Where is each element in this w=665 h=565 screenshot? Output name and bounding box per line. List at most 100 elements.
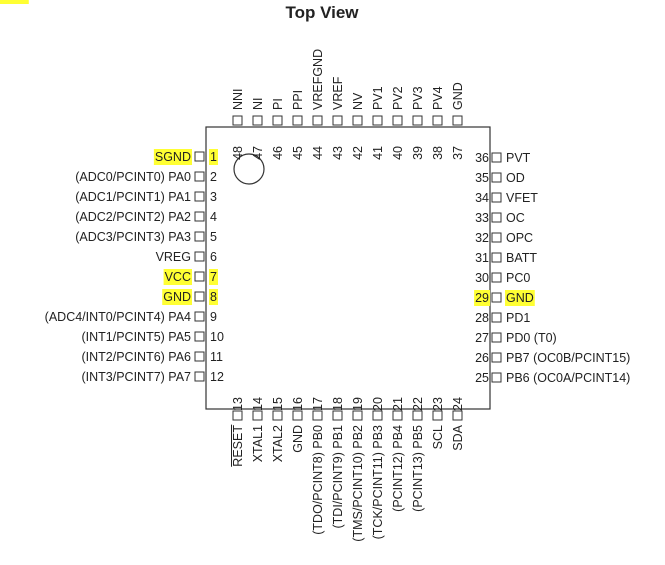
pin-pad-23 [432,410,443,421]
pin-label-48: NNI [231,88,245,110]
pin-label-highlight-37 [0,0,29,4]
pin-pad-29 [491,292,502,303]
pin-number-41: 41 [371,146,385,160]
pin-label-38: PV4 [431,86,445,110]
pin-label-28: PD1 [506,311,530,325]
pin-number-22: 22 [411,397,425,411]
pin-label-18: (TDI/PCINT9) PB1 [331,425,345,529]
pin-number-7: 7 [210,270,217,284]
pin-pad-3 [194,191,205,202]
pin-label-16: GND [291,425,305,453]
pin-label-43: VREF [331,76,345,110]
pin-number-48: 48 [231,146,245,160]
pin-number-13: 13 [231,397,245,411]
pin-pad-42 [352,115,363,126]
pin-pad-35 [491,172,502,183]
pin-number-30: 30 [475,271,489,285]
pin-number-28: 28 [475,311,489,325]
pin-number-33: 33 [475,211,489,225]
pin-label-23: SCL [431,425,445,449]
pin-label-11: (INT2/PCINT6) PA6 [81,350,191,364]
pin-label-45: PPI [291,90,305,110]
pin-pad-15 [272,410,283,421]
pin-pad-21 [392,410,403,421]
pin-number-37: 37 [451,146,465,160]
pin-number-47: 47 [251,146,265,160]
pin-pad-45 [292,115,303,126]
pin-pad-5 [194,231,205,242]
pin-number-highlight-29 [474,290,491,306]
pin-number-43: 43 [331,146,345,160]
pin-pad-30 [491,272,502,283]
pin-number-19: 19 [351,397,365,411]
pin-pad-2 [194,171,205,182]
pin-label-17: (TDO/PCINT8) PB0 [311,425,325,535]
pin-label-highlight-29 [505,290,535,306]
pin-number-highlight-7 [209,269,218,285]
pin-pad-12 [194,371,205,382]
pin-number-11: 11 [210,350,223,364]
pin-pad-8 [194,291,205,302]
pin-pad-19 [352,410,363,421]
pin-pad-6 [194,251,205,262]
pin-pad-47 [252,115,263,126]
pin-label-25: PB6 (OC0A/PCINT14) [506,371,630,385]
pin-number-40: 40 [391,146,405,160]
pin-pad-41 [372,115,383,126]
pin-number-31: 31 [475,251,489,265]
pin-label-3: (ADC1/PCINT1) PA1 [75,190,191,204]
pin-label-highlight-7 [163,269,192,285]
pin-label-6: VREG [156,250,191,264]
pin-pad-20 [372,410,383,421]
pin1-indicator-dot [233,153,265,185]
pin-label-highlight-1 [153,149,192,165]
pin-label-29: GND [506,291,534,305]
pin-label-24: SDA [451,424,465,450]
pin-label-32: OPC [506,231,533,245]
pin-label-37: GND [451,82,465,110]
pin-label-42: NV [351,92,365,110]
pin-pad-28 [491,312,502,323]
pin-number-1: 1 [210,150,217,164]
pin-pad-44 [312,115,323,126]
pin-label-7: VCC [165,270,191,284]
pin-number-39: 39 [411,146,425,160]
pin-number-21: 21 [391,397,405,411]
pin-label-27: PD0 (T0) [506,331,557,345]
pin-pad-40 [392,115,403,126]
pin-label-26: PB7 (OC0B/PCINT15) [506,351,630,365]
pin-number-45: 45 [291,146,305,160]
pin-number-18: 18 [331,397,345,411]
pin-number-44: 44 [311,146,325,160]
pin-number-20: 20 [371,397,385,411]
pin-pad-31 [491,252,502,263]
pin-pad-38 [432,115,443,126]
pin-number-8: 8 [210,290,217,304]
pin-label-47: NI [251,98,265,111]
pin-pad-27 [491,332,502,343]
pin-number-46: 46 [271,146,285,160]
pin-pad-24 [452,410,463,421]
pin-pad-48 [232,115,243,126]
pin-number-34: 34 [475,191,489,205]
pin-number-14: 14 [251,397,265,411]
pin-pad-22 [412,410,423,421]
pin-pad-26 [491,352,502,363]
pin-number-highlight-8 [209,289,218,305]
pin-number-27: 27 [475,331,489,345]
diagram-title: Top View [285,3,359,22]
pin-label-40: PV2 [391,86,405,110]
pin-label-35: OD [506,171,525,185]
pin-label-14: XTAL1 [251,425,265,462]
pin-number-29: 29 [475,291,489,305]
pin-number-26: 26 [475,351,489,365]
pin-pad-1 [194,151,205,162]
pin-number-17: 17 [311,397,325,411]
pin-number-4: 4 [210,210,217,224]
pin-label-1: SGND [155,150,191,164]
pin-number-38: 38 [431,146,445,160]
pin-number-16: 16 [291,397,305,411]
pin-pad-13 [232,410,243,421]
pin-label-8: GND [163,290,191,304]
